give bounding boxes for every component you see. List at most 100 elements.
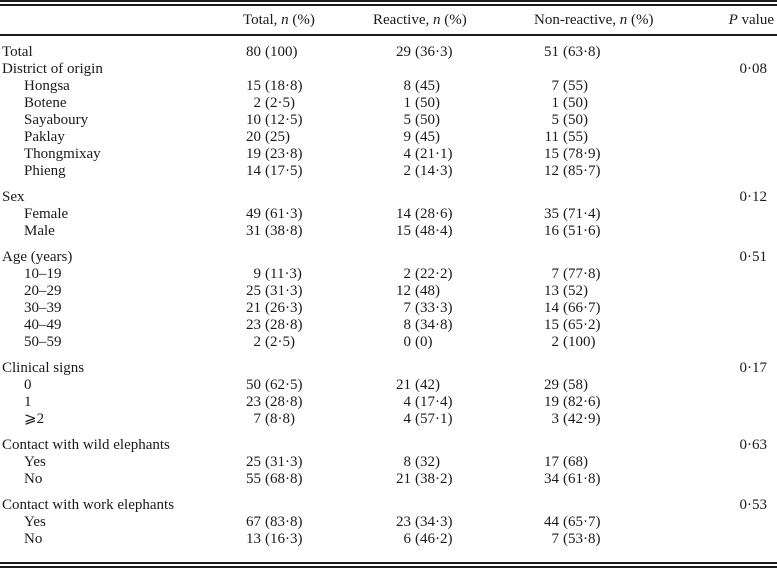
- percent-value: (25): [265, 129, 290, 145]
- percent-value: (16·3): [265, 531, 303, 547]
- cell-total: 19 (23·8): [237, 146, 367, 163]
- cell-nonreactive: 16 (51·6): [517, 223, 697, 240]
- count-value: 21: [246, 300, 261, 316]
- cell-reactive: 0 (0): [367, 334, 517, 351]
- count-value: 9: [253, 266, 262, 282]
- cell-nonreactive: 2 (100): [517, 334, 697, 351]
- row-label: Contact with wild elephants: [2, 437, 170, 453]
- percent-value: (14·3): [415, 163, 453, 179]
- percent-value: (23·8): [265, 146, 303, 162]
- count-value: 23: [396, 514, 411, 530]
- table-row: Botene 2 (2·5) 1 (50) 1 (50): [0, 95, 777, 112]
- percent-value: (28·8): [265, 317, 303, 333]
- row-label: No: [24, 531, 43, 547]
- row-label: Age (years): [2, 249, 73, 265]
- percent-value: (85·7): [563, 163, 601, 179]
- cell-total: 25 (31·3): [237, 283, 367, 300]
- cell-nonreactive: 44 (65·7): [517, 514, 697, 531]
- row-label: Thongmixay: [24, 146, 101, 162]
- cell-reactive: 1 (50): [367, 95, 517, 112]
- count-value: 1: [403, 95, 412, 111]
- count-value: 7: [403, 300, 412, 316]
- row-label: 40–49: [24, 317, 62, 333]
- cell-total: 15 (18·8): [237, 78, 367, 95]
- cell-reactive: 8 (34·8): [367, 317, 517, 334]
- table-row: 50–59 2 (2·5) 0 (0) 2 (100): [0, 334, 777, 351]
- row-label: District of origin: [2, 61, 103, 77]
- count-value: 31: [246, 223, 261, 239]
- cell-total: 25 (31·3): [237, 454, 367, 471]
- cell-reactive: 2 (22·2): [367, 266, 517, 283]
- count-value: 0: [403, 334, 412, 350]
- table-row: Yes 67 (83·8) 23 (34·3) 44 (65·7): [0, 514, 777, 531]
- table-row: 20–29 25 (31·3) 12 (48) 13 (52): [0, 283, 777, 300]
- cell-pvalue: 0·12: [739, 189, 768, 205]
- cell-pvalue: [697, 531, 777, 565]
- count-value: 25: [246, 454, 261, 470]
- cell-nonreactive: 35 (71·4): [517, 206, 697, 223]
- cell-pvalue: [697, 471, 777, 488]
- percent-value: (36·3): [415, 44, 453, 60]
- table-body: Total 80 (100) 29 (36·3) 51 (63·8) District…: [0, 35, 777, 565]
- header-text: Reactive,: [373, 11, 433, 28]
- table-row: Hongsa 15 (18·8) 8 (45) 7 (55): [0, 78, 777, 95]
- percent-value: (21·1): [415, 146, 453, 162]
- count-value: 2: [253, 334, 262, 350]
- percent-value: (55): [563, 129, 588, 145]
- count-value: 35: [544, 206, 559, 222]
- cell-nonreactive: 7 (53·8): [517, 531, 697, 565]
- percent-value: (42): [415, 377, 440, 393]
- percent-value: (58): [563, 377, 588, 393]
- row-label: Clinical signs: [2, 360, 85, 376]
- percent-value: (42·9): [563, 411, 601, 427]
- cell-pvalue: [697, 300, 777, 317]
- count-value: 23: [246, 394, 261, 410]
- cell-nonreactive: 7 (77·8): [517, 266, 697, 283]
- count-value: 34: [544, 471, 559, 487]
- percent-value: (50): [563, 112, 588, 128]
- percent-value: (55): [563, 78, 588, 94]
- cell-total: [237, 61, 367, 78]
- cell-pvalue: [697, 514, 777, 531]
- header-text: Non-reactive,: [534, 11, 620, 28]
- percent-value: (50): [415, 112, 440, 128]
- column-header-pvalue: P value: [697, 3, 777, 36]
- row-label: Female: [24, 206, 69, 222]
- count-value: 15: [544, 146, 559, 162]
- percent-value: (31·3): [265, 454, 303, 470]
- cell-total: 20 (25): [237, 129, 367, 146]
- percent-value: (11·3): [265, 266, 302, 282]
- table-row: District of origin 0·08: [0, 61, 777, 78]
- cell-nonreactive: [517, 61, 697, 78]
- header-italic-n: n: [432, 11, 441, 28]
- cell-nonreactive: 12 (85·7): [517, 163, 697, 180]
- percent-value: (71·4): [563, 206, 601, 222]
- table-row: No 55 (68·8) 21 (38·2) 34 (61·8): [0, 471, 777, 488]
- cell-total: 13 (16·3): [237, 531, 367, 565]
- cell-total: [237, 351, 367, 377]
- cell-total: 9 (11·3): [237, 266, 367, 283]
- count-value: 16: [544, 223, 559, 239]
- cell-reactive: 21 (38·2): [367, 471, 517, 488]
- count-value: 2: [551, 334, 560, 350]
- percent-value: (26·3): [265, 300, 303, 316]
- cell-reactive: 15 (48·4): [367, 223, 517, 240]
- table-row: 30–39 21 (26·3) 7 (33·3) 14 (66·7): [0, 300, 777, 317]
- cell-pvalue: [697, 35, 777, 61]
- percent-value: (61·8): [563, 471, 601, 487]
- percent-value: (52): [563, 283, 588, 299]
- count-value: 29: [544, 377, 559, 393]
- header-row: Total, n (%) Reactive, n (%) Non-reactiv…: [0, 3, 777, 36]
- row-label: No: [24, 471, 43, 487]
- cell-total: [237, 180, 367, 206]
- header-text: (%): [627, 11, 654, 28]
- cell-nonreactive: 17 (68): [517, 454, 697, 471]
- cell-pvalue: [697, 206, 777, 223]
- count-value: 2: [253, 95, 262, 111]
- table-row: Yes 25 (31·3) 8 (32) 17 (68): [0, 454, 777, 471]
- cell-total: 50 (62·5): [237, 377, 367, 394]
- percent-value: (77·8): [563, 266, 601, 282]
- cell-nonreactive: [517, 488, 697, 514]
- cell-total: 2 (2·5): [237, 334, 367, 351]
- table-row: Sayaboury 10 (12·5) 5 (50) 5 (50): [0, 112, 777, 129]
